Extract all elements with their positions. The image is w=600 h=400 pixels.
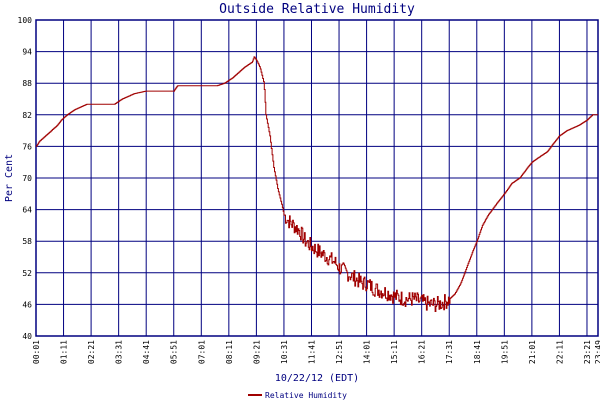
- x-tick-label: 04:41: [142, 340, 151, 364]
- x-tick-label: 23:49: [594, 340, 600, 364]
- y-tick-label: 76: [22, 142, 32, 151]
- x-tick-label: 05:51: [170, 340, 179, 364]
- x-axis-ticks: 00:01 01:11 02:21 03:31 04:41 05:51 07:01 08:11…: [32, 340, 600, 364]
- grid: [35, 19, 599, 337]
- x-tick-label: 09:21: [252, 340, 261, 364]
- x-tick-label: 00:01: [32, 340, 41, 364]
- y-tick-label: 64: [22, 206, 32, 215]
- x-tick-label: 08:11: [225, 340, 234, 364]
- x-tick-label: 15:11: [390, 340, 399, 364]
- x-tick-label: 19:51: [500, 340, 509, 364]
- y-tick-label: 52: [22, 269, 32, 278]
- x-tick-label: 03:31: [115, 340, 124, 364]
- x-tick-label: 18:41: [473, 340, 482, 364]
- y-tick-label: 46: [22, 300, 32, 309]
- legend-label: Relative Humidity: [265, 391, 347, 400]
- y-tick-label: 82: [22, 111, 32, 120]
- x-tick-label: 02:21: [87, 340, 96, 364]
- series-line-relative-humidity: [36, 56, 598, 312]
- x-axis-label: 10/22/12 (EDT): [275, 373, 359, 384]
- y-tick-label: 88: [22, 79, 32, 88]
- chart-title: Outside Relative Humidity: [219, 2, 415, 17]
- x-tick-label: 22:11: [555, 340, 564, 364]
- y-tick-label: 100: [18, 16, 33, 25]
- x-tick-label: 07:01: [197, 340, 206, 364]
- y-tick-label: 94: [22, 48, 32, 57]
- x-tick-label: 11:41: [307, 340, 316, 364]
- x-tick-label: 23:21: [583, 340, 592, 364]
- x-tick-label: 10:31: [280, 340, 289, 364]
- y-axis-label: Per Cent: [4, 154, 15, 202]
- x-tick-label: 01:11: [60, 340, 69, 364]
- x-tick-label: 16:21: [418, 340, 427, 364]
- legend: Relative Humidity: [248, 391, 347, 400]
- y-tick-label: 40: [22, 332, 32, 341]
- x-tick-label: 17:31: [445, 340, 454, 364]
- x-tick-label: 14:01: [363, 340, 372, 364]
- x-tick-label: 21:01: [528, 340, 537, 364]
- plot-frame: [35, 19, 599, 337]
- y-axis-ticks: 40 46 52 58 64 70 76 82 88 94 100: [18, 16, 33, 341]
- y-tick-label: 70: [22, 174, 32, 183]
- x-tick-label: 12:51: [335, 340, 344, 364]
- y-tick-label: 58: [22, 237, 32, 246]
